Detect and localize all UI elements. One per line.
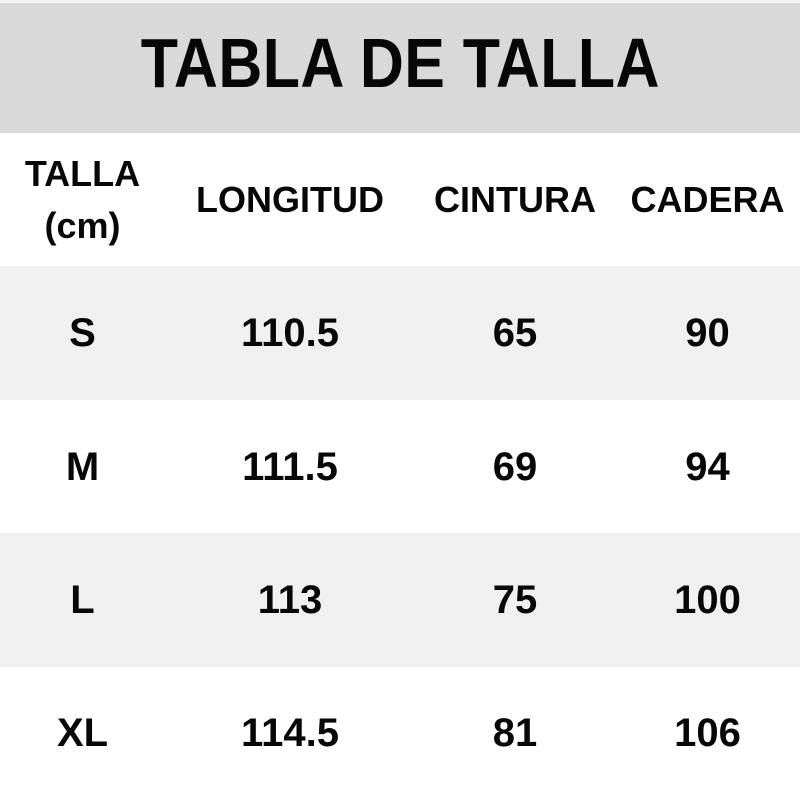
column-header-cadera: CADERA [630,178,785,220]
cintura-cell: 75 [492,577,538,622]
size-cell: S [69,311,96,356]
cadera-cell: 100 [674,577,741,622]
cadera-cell: 106 [674,711,741,756]
title-band: TABLA DE TALLA [0,0,800,133]
cadera-cell: 90 [685,311,730,356]
longitud-cell: 110.5 [241,311,339,356]
column-header-talla-line1: TALLA [24,152,141,194]
table-row-s: S 110.5 65 90 [0,266,800,400]
size-cell: XL [56,711,109,756]
page-title: TABLA DE TALLA [140,24,660,102]
table-row-xl: XL 114.5 81 106 [0,666,800,800]
size-cell: L [70,577,95,622]
cintura-cell: 81 [492,711,538,756]
cintura-cell: 65 [492,311,538,356]
column-header-talla: TALLA (cm) [0,148,165,252]
longitud-cell: 114.5 [241,711,339,756]
longitud-cell: 111.5 [242,444,338,489]
cadera-cell: 94 [685,444,730,489]
column-header-longitud: LONGITUD [196,178,384,220]
column-header-cintura: CINTURA [434,178,596,220]
table-row-l: L 113 75 100 [0,533,800,667]
column-header-talla-unit: (cm) [44,204,121,246]
table-header-row: TALLA (cm) LONGITUD CINTURA CADERA [0,133,800,267]
longitud-cell: 113 [257,577,323,622]
size-table: TALLA (cm) LONGITUD CINTURA CADERA S 110… [0,133,800,800]
table-row-m: M 111.5 69 94 [0,399,800,534]
size-cell: M [65,444,100,489]
cintura-cell: 69 [492,444,538,489]
